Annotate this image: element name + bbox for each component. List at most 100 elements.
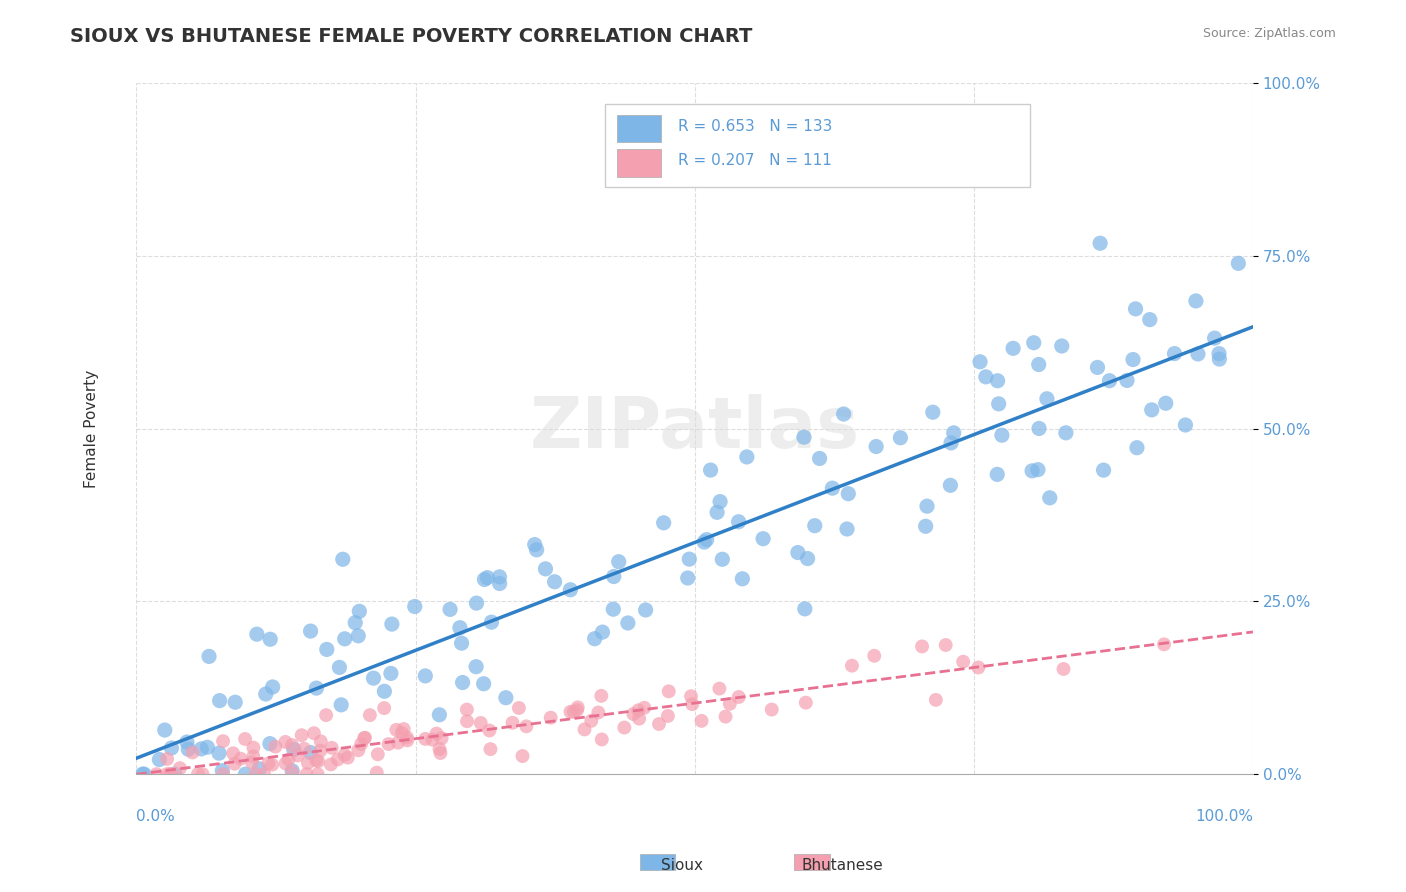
Point	[1026, 463, 1049, 477]
Point	[254, 687, 277, 701]
Point	[488, 576, 510, 591]
Point	[690, 714, 713, 728]
Point	[991, 428, 1014, 442]
Point	[1028, 421, 1050, 435]
Point	[305, 753, 328, 767]
Point	[295, 767, 318, 781]
Point	[380, 666, 402, 681]
Point	[967, 660, 990, 674]
Point	[495, 690, 517, 705]
Point	[1125, 301, 1147, 316]
Point	[915, 499, 938, 513]
Point	[456, 702, 478, 716]
Point	[299, 746, 322, 760]
Point	[381, 617, 404, 632]
Text: Sioux: Sioux	[661, 858, 703, 872]
Point	[281, 738, 304, 752]
Point	[404, 599, 426, 614]
Point	[1098, 374, 1121, 388]
Point	[156, 752, 179, 766]
Point	[583, 632, 606, 646]
Point	[914, 519, 936, 533]
Point	[240, 756, 263, 770]
Point	[676, 571, 699, 585]
FancyBboxPatch shape	[616, 149, 661, 177]
Point	[242, 740, 264, 755]
Point	[974, 369, 997, 384]
Point	[540, 711, 562, 725]
Point	[291, 728, 314, 742]
Point	[208, 693, 231, 707]
Point	[832, 407, 855, 421]
Point	[581, 714, 603, 728]
Point	[427, 707, 450, 722]
Point	[373, 684, 395, 698]
Point	[1092, 463, 1115, 477]
Point	[821, 481, 844, 495]
Point	[309, 744, 332, 758]
Point	[479, 742, 502, 756]
Point	[163, 767, 186, 781]
Point	[145, 767, 167, 781]
Point	[148, 753, 170, 767]
Point	[321, 740, 343, 755]
Point	[198, 649, 221, 664]
Point	[262, 757, 284, 772]
Point	[591, 625, 613, 640]
Point	[987, 374, 1010, 388]
Point	[307, 767, 329, 781]
Point	[607, 555, 630, 569]
Point	[264, 739, 287, 754]
Point	[302, 726, 325, 740]
Point	[534, 562, 557, 576]
Point	[332, 552, 354, 566]
Point	[921, 405, 943, 419]
Point	[187, 767, 209, 781]
Point	[621, 706, 644, 721]
Point	[699, 463, 721, 477]
FancyBboxPatch shape	[606, 104, 1029, 187]
Point	[246, 627, 269, 641]
Point	[617, 615, 640, 630]
Point	[731, 572, 754, 586]
Point	[395, 731, 418, 745]
Point	[588, 706, 610, 720]
Point	[430, 731, 453, 746]
Point	[706, 505, 728, 519]
Text: 0.0%: 0.0%	[136, 809, 176, 823]
Point	[925, 693, 948, 707]
Text: ZIPatlas: ZIPatlas	[530, 394, 859, 463]
Point	[373, 701, 395, 715]
Point	[1088, 236, 1111, 251]
Point	[515, 719, 537, 733]
Point	[488, 570, 510, 584]
Point	[657, 709, 679, 723]
Point	[793, 430, 815, 444]
Point	[1126, 441, 1149, 455]
Point	[565, 703, 588, 717]
Point	[591, 732, 613, 747]
Point	[711, 552, 734, 566]
Point	[347, 743, 370, 757]
Point	[1002, 342, 1025, 356]
Point	[793, 602, 815, 616]
Point	[277, 752, 299, 766]
Point	[796, 551, 818, 566]
Point	[212, 734, 235, 748]
Point	[134, 767, 156, 781]
Point	[628, 712, 651, 726]
Point	[634, 603, 657, 617]
Point	[212, 767, 235, 781]
Point	[735, 450, 758, 464]
Bar	[794, 854, 830, 870]
Point	[415, 731, 437, 746]
Point	[224, 695, 246, 709]
Point	[429, 746, 451, 760]
Point	[470, 715, 492, 730]
Point	[354, 731, 377, 745]
Point	[274, 735, 297, 749]
Point	[333, 747, 356, 762]
Point	[1022, 335, 1045, 350]
Point	[1208, 346, 1230, 360]
Point	[233, 731, 256, 746]
